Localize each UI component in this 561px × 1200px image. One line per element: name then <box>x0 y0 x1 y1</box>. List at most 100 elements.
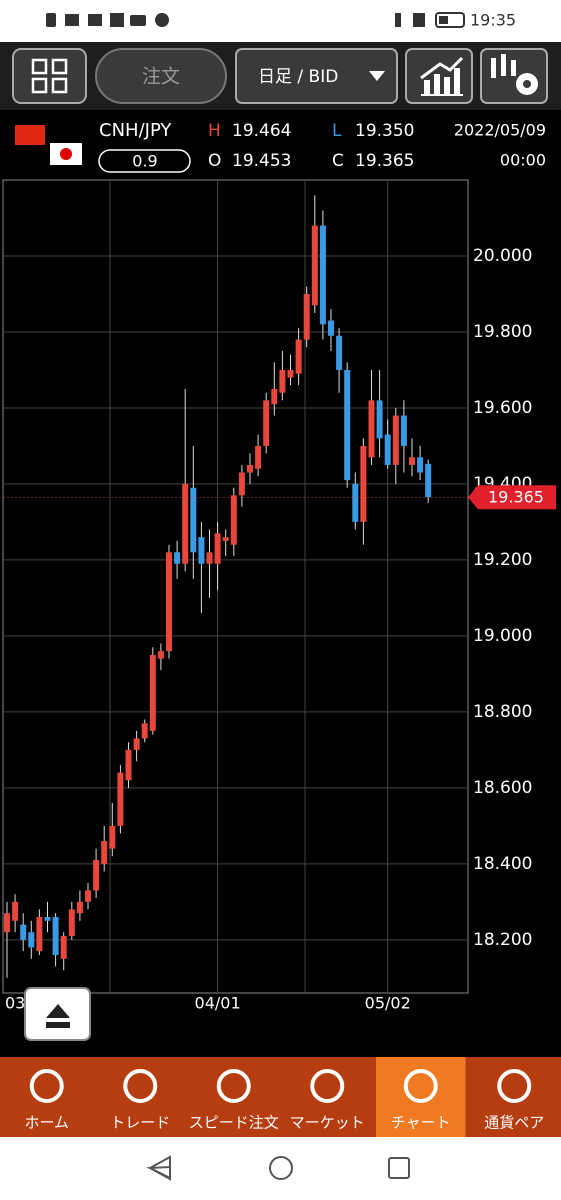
low-label: L <box>332 121 342 141</box>
candle-body <box>303 293 310 340</box>
nav-label: マーケット <box>290 1114 365 1132</box>
candle-body <box>182 483 189 564</box>
chart: 18.20018.40018.60018.80019.00019.20019.4… <box>3 180 556 1013</box>
candle-body <box>68 909 75 937</box>
candle-body <box>417 457 424 473</box>
candle-body <box>44 917 51 921</box>
flag-cn <box>15 125 45 145</box>
nav-label: トレード <box>110 1114 170 1132</box>
nav-icon <box>310 1069 345 1103</box>
candle-body <box>117 772 124 826</box>
dropdown-arrow <box>369 71 385 81</box>
current-price: 19.365 <box>488 488 544 507</box>
y-tick-label: 18.600 <box>473 778 532 798</box>
high-label: H <box>208 121 221 141</box>
date: 2022/05/09 <box>454 121 546 140</box>
nav-icon <box>403 1069 438 1103</box>
candle-body <box>311 225 318 306</box>
x-tick-label: 03 <box>5 994 25 1013</box>
candle-body <box>101 841 108 864</box>
flag-jp-dot <box>60 148 72 160</box>
candle-body <box>190 487 197 553</box>
candle-body <box>352 483 359 522</box>
candle-body <box>376 400 383 439</box>
menu-icon <box>31 58 68 94</box>
open-value: 19.453 <box>232 151 291 171</box>
time: 00:00 <box>500 151 546 170</box>
nav-icon <box>216 1069 251 1103</box>
candle-body <box>336 335 343 370</box>
candle-body <box>141 723 148 739</box>
nav-items: ホーム トレード スピード注文 マーケット チャート 通貨ペア <box>24 1057 544 1137</box>
nav-label: 通貨ペア <box>484 1114 544 1132</box>
nav-icon <box>497 1069 532 1103</box>
candle-body <box>392 415 399 465</box>
candle-body <box>368 400 375 458</box>
y-tick-label: 18.800 <box>473 702 532 722</box>
candle-body <box>133 738 140 750</box>
status-icons <box>46 12 465 28</box>
candle-body <box>247 464 253 473</box>
candle-body <box>425 463 432 498</box>
candle-body <box>271 388 278 405</box>
candle-body <box>109 825 116 849</box>
order-label: 注文 <box>142 66 180 88</box>
candle-body <box>222 537 229 541</box>
current-price-tag <box>468 485 556 510</box>
nav-label: スピード注文 <box>189 1114 279 1132</box>
candle-body <box>238 472 245 496</box>
nav-icon <box>29 1069 64 1103</box>
recents-button[interactable] <box>388 1157 410 1179</box>
y-tick-label: 18.400 <box>473 854 532 874</box>
candle-body <box>214 533 221 564</box>
candle-body <box>85 890 91 902</box>
x-tick-label: 05/02 <box>365 994 411 1013</box>
candle-body <box>4 913 10 933</box>
candle-body <box>206 552 213 564</box>
candle-body <box>174 552 181 564</box>
y-tick-label: 19.000 <box>473 626 532 646</box>
nav-label: チャート <box>391 1114 451 1132</box>
y-tick-label: 19.200 <box>473 550 532 570</box>
home-button[interactable] <box>269 1156 293 1180</box>
candle-body <box>360 445 367 522</box>
candle-body <box>36 917 43 952</box>
system-nav <box>0 1137 561 1200</box>
candle-body <box>344 369 351 481</box>
timeframe-select[interactable] <box>235 48 398 104</box>
info-bar <box>0 110 561 180</box>
menu-button[interactable] <box>12 48 87 104</box>
candle-body <box>263 400 270 446</box>
spread: 0.9 <box>132 152 157 171</box>
x-tick-label: 04/01 <box>195 994 241 1013</box>
order-button[interactable] <box>95 48 227 104</box>
plot-area <box>2 179 469 994</box>
candle-body <box>328 320 334 336</box>
candle-body <box>166 552 172 652</box>
candle-body <box>149 654 156 731</box>
candle-body <box>76 901 83 914</box>
high-value: 19.464 <box>232 121 291 141</box>
close-value: 19.365 <box>355 151 414 171</box>
y-tick-label: 19.600 <box>473 398 532 418</box>
candle-body <box>20 924 27 940</box>
back-button[interactable] <box>146 1155 171 1181</box>
candle-body <box>400 415 407 446</box>
y-tick-label: 19.800 <box>473 322 532 342</box>
candle-body <box>279 369 286 393</box>
nav-label: ホーム <box>24 1114 69 1132</box>
close-label: C <box>332 151 344 171</box>
indicator-icon <box>420 56 464 96</box>
candle-body <box>287 369 294 378</box>
candle-body <box>198 537 205 564</box>
nav-icon <box>123 1069 158 1103</box>
timeframe-label: 日足 / BID <box>258 67 338 87</box>
candle-body <box>230 495 237 545</box>
spread-box <box>98 149 191 173</box>
settings-icon <box>491 54 538 95</box>
candle-body <box>93 860 100 891</box>
candle-body <box>28 932 35 948</box>
low-value: 19.350 <box>355 121 414 141</box>
